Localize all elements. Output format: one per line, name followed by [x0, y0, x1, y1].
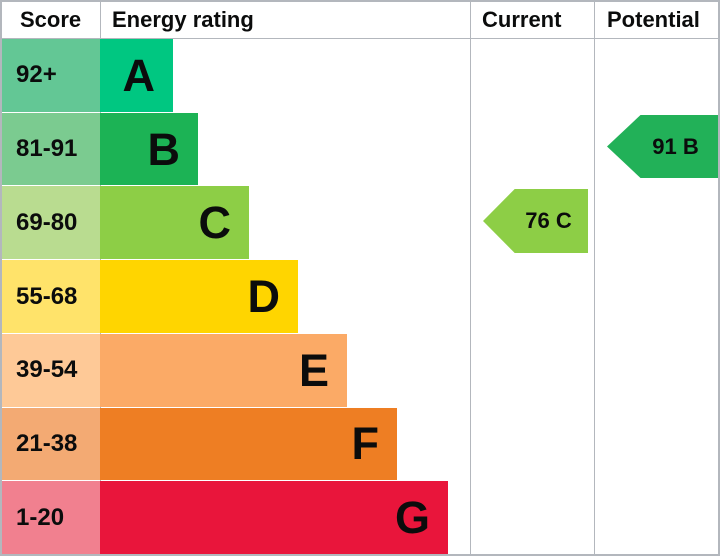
band-row-g: 1-20 G [2, 481, 718, 554]
band-score-label-g: 1-20 [16, 503, 65, 531]
band-score-cell-d: 55-68 [2, 260, 100, 333]
column-header-energy-rating: Energy rating [112, 7, 254, 32]
potential-rating-arrow: 91 B [607, 115, 718, 178]
band-letter-f: F [351, 418, 380, 470]
band-score-cell-e: 39-54 [2, 333, 100, 407]
current-rating-label: 76 C [525, 208, 572, 233]
band-score-cell-f: 21-38 [2, 407, 100, 481]
band-bar-c: C [100, 186, 249, 260]
band-row-b: 81-91 B [2, 112, 718, 186]
band-score-cell-a: 92+ [2, 39, 100, 112]
band-score-label-b: 81-91 [16, 135, 78, 163]
band-bar-g: G [100, 481, 448, 554]
band-bar-a: A [100, 39, 173, 112]
band-score-label-f: 21-38 [16, 429, 78, 457]
band-row-e: 39-54 E [2, 333, 718, 407]
band-letter-b: B [147, 123, 181, 175]
column-header-potential: Potential [607, 7, 700, 32]
band-rows: 92+ A 81-91 B 69-80 C 55-68 D 39-54 E 21… [2, 39, 718, 554]
band-row-d: 55-68 D [2, 260, 718, 333]
divider-current-potential [594, 2, 595, 554]
band-bar-f: F [100, 407, 397, 481]
band-score-label-e: 39-54 [16, 356, 78, 384]
band-score-label-a: 92+ [16, 61, 57, 89]
column-header-current: Current [482, 7, 562, 32]
band-letter-e: E [298, 344, 329, 396]
band-bar-e: E [100, 333, 347, 407]
band-letter-c: C [198, 197, 232, 249]
left-arrow-shape-icon [483, 189, 588, 253]
band-letter-a: A [122, 49, 156, 101]
band-bar-d: D [100, 260, 298, 333]
column-header-score: Score [20, 7, 82, 32]
band-score-label-d: 55-68 [16, 282, 78, 310]
band-row-f: 21-38 F [2, 407, 718, 481]
band-bar-b: B [100, 112, 198, 186]
band-row-a: 92+ A [2, 39, 718, 112]
potential-rating-label: 91 B [652, 133, 699, 159]
band-score-cell-g: 1-20 [2, 481, 100, 554]
band-letter-d: D [247, 271, 281, 323]
current-rating-arrow: 76 C [483, 189, 588, 253]
band-score-cell-b: 81-91 [2, 112, 100, 186]
band-score-label-c: 69-80 [16, 208, 78, 236]
band-row-c: 69-80 C [2, 186, 718, 260]
header-divider [2, 38, 718, 39]
band-letter-g: G [394, 492, 430, 544]
left-arrow-shape-icon [607, 115, 718, 178]
divider-energy-current [470, 2, 471, 554]
band-score-cell-c: 69-80 [2, 186, 100, 260]
